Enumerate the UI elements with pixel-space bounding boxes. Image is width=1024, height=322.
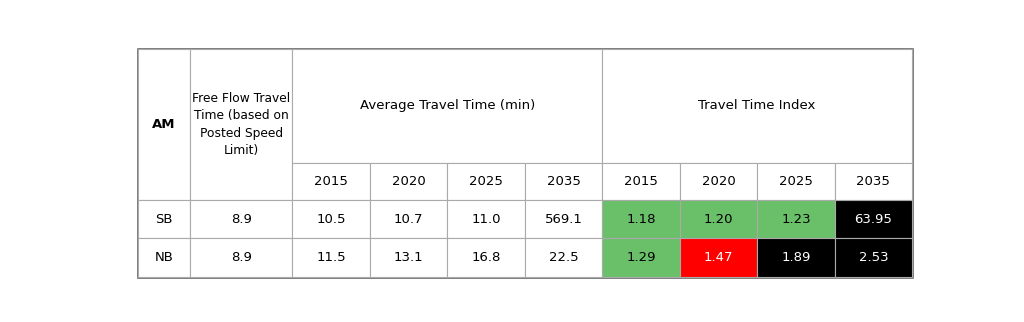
Text: 8.9: 8.9 (230, 213, 252, 226)
Bar (293, 49, 602, 163)
Bar (524, 163, 602, 200)
Text: 1.47: 1.47 (703, 251, 733, 264)
Bar (757, 200, 835, 239)
Text: 2015: 2015 (624, 175, 658, 188)
Text: 10.7: 10.7 (394, 213, 423, 226)
Bar (190, 239, 293, 277)
Text: 1.18: 1.18 (627, 213, 655, 226)
Text: 2035: 2035 (856, 175, 890, 188)
Bar (757, 239, 835, 277)
Text: 16.8: 16.8 (471, 251, 501, 264)
Bar (293, 200, 370, 239)
Text: 2015: 2015 (314, 175, 348, 188)
Bar (602, 239, 680, 277)
Text: 2025: 2025 (469, 175, 503, 188)
Bar (835, 163, 912, 200)
Text: 8.9: 8.9 (230, 251, 252, 264)
Bar (524, 200, 602, 239)
Text: 1.20: 1.20 (703, 213, 733, 226)
Bar (835, 200, 912, 239)
Bar (370, 163, 447, 200)
Text: 11.5: 11.5 (316, 251, 346, 264)
Text: 569.1: 569.1 (545, 213, 583, 226)
Bar (137, 239, 190, 277)
Text: NB: NB (155, 251, 173, 264)
Bar (602, 200, 680, 239)
Text: 22.5: 22.5 (549, 251, 579, 264)
Text: Travel Time Index: Travel Time Index (698, 99, 816, 112)
Bar (137, 200, 190, 239)
Bar (447, 163, 524, 200)
Text: 63.95: 63.95 (854, 213, 892, 226)
Bar (190, 200, 293, 239)
Bar (602, 163, 680, 200)
Text: 1.29: 1.29 (627, 251, 655, 264)
Text: Free Flow Travel
Time (based on
Posted Speed
Limit): Free Flow Travel Time (based on Posted S… (193, 92, 291, 157)
Bar (757, 163, 835, 200)
Text: SB: SB (155, 213, 173, 226)
Bar (602, 49, 912, 163)
Bar (293, 163, 370, 200)
Text: 2.53: 2.53 (858, 251, 888, 264)
Text: 1.23: 1.23 (781, 213, 811, 226)
Bar (680, 200, 757, 239)
Bar (524, 239, 602, 277)
Bar (370, 239, 447, 277)
Text: 1.89: 1.89 (781, 251, 811, 264)
Bar (680, 163, 757, 200)
Bar (370, 200, 447, 239)
Bar (447, 200, 524, 239)
Text: 2020: 2020 (392, 175, 426, 188)
Bar (447, 239, 524, 277)
Text: 10.5: 10.5 (316, 213, 346, 226)
Text: 2035: 2035 (547, 175, 581, 188)
Text: 11.0: 11.0 (471, 213, 501, 226)
Text: 2025: 2025 (779, 175, 813, 188)
Text: 2020: 2020 (701, 175, 735, 188)
Bar (835, 239, 912, 277)
Text: 13.1: 13.1 (394, 251, 424, 264)
Text: AM: AM (153, 118, 175, 131)
Bar (680, 239, 757, 277)
Bar (137, 49, 190, 200)
Text: Average Travel Time (min): Average Travel Time (min) (359, 99, 535, 112)
Bar (293, 239, 370, 277)
Bar (190, 49, 293, 200)
